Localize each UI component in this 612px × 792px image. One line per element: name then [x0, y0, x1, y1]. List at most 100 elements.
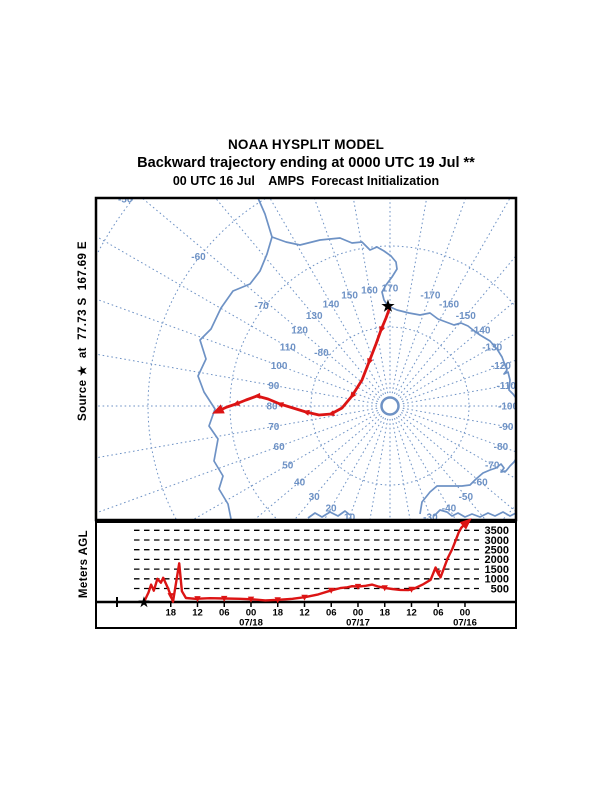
- longitude-label: -80: [494, 442, 509, 453]
- title-block: NOAA HYSPLIT MODEL Backward trajectory e…: [0, 137, 612, 188]
- map-time-marker: [302, 409, 310, 416]
- height-profile-grid: [134, 529, 479, 590]
- longitude-label: 160: [361, 285, 378, 296]
- hour-tick-label: 06: [433, 608, 444, 619]
- longitude-label: -30: [423, 512, 438, 523]
- init-subtitle: 00 UTC 16 Jul AMPS Forecast Initializati…: [172, 174, 440, 188]
- model-title: NOAA HYSPLIT MODEL: [227, 137, 385, 152]
- coastline-segment: [307, 510, 351, 519]
- longitude-label: -60: [473, 477, 488, 488]
- map-time-marker: [349, 391, 357, 400]
- height-axis-label: 1000: [485, 574, 509, 586]
- pole-circle: [380, 396, 400, 416]
- profile-frame: [95, 521, 517, 629]
- coastline-segment: [197, 198, 273, 520]
- longitude-label: 70: [268, 422, 280, 433]
- longitude-label: -110: [496, 381, 516, 392]
- hour-tick-label: 18: [165, 608, 176, 619]
- latitude-label: -60: [191, 252, 206, 263]
- latitude-label: -70: [254, 301, 269, 312]
- hour-tick-label: 18: [272, 608, 283, 619]
- height-axis-label: 2500: [485, 545, 509, 557]
- longitude-label: 10: [344, 512, 356, 523]
- longitude-label: -100: [498, 402, 518, 413]
- profile-time-marker: [274, 597, 281, 604]
- longitude-label: -130: [482, 343, 502, 354]
- hour-tick-label: 12: [299, 608, 310, 619]
- map-trajectory-path: [217, 306, 392, 417]
- profile-time-marker: [381, 585, 388, 592]
- profile-end-arrow: [459, 518, 472, 530]
- map-time-marker: [253, 392, 261, 399]
- height-profile-curve: [142, 521, 468, 603]
- longitude-label: -90: [499, 422, 514, 433]
- latitude-circle: [310, 326, 470, 486]
- profile-time-marker: [167, 593, 174, 600]
- height-axis-label: 3000: [485, 535, 509, 547]
- hour-tick-label: 06: [326, 608, 337, 619]
- profile-time-marker: [194, 596, 201, 603]
- profile-time-marker: [301, 594, 308, 601]
- map-time-marker: [276, 402, 285, 408]
- longitude-label: 150: [341, 291, 358, 302]
- map-time-marker: [232, 400, 241, 406]
- hour-tick-label: 00: [460, 608, 471, 619]
- longitude-label: 110: [280, 343, 297, 354]
- longitude-label: -160: [439, 299, 459, 310]
- latitude-label: -50: [118, 195, 133, 206]
- longitude-label: 100: [271, 361, 288, 372]
- longitude-label: -50: [459, 492, 474, 503]
- profile-time-marker: [221, 595, 228, 602]
- source-star: ★: [381, 298, 395, 315]
- profile-time-marker: [435, 570, 442, 577]
- profile-plus-marker: [112, 597, 122, 607]
- map-time-marker: [367, 357, 373, 366]
- height-axis-label: 3500: [485, 525, 509, 537]
- height-axis-label: 500: [491, 583, 509, 595]
- profile-time-marker: [247, 596, 255, 603]
- latitude-label: -80: [314, 348, 329, 359]
- longitude-label: 50: [282, 461, 294, 472]
- longitude-label: 90: [268, 381, 280, 392]
- height-axis-label: 1500: [485, 564, 509, 576]
- profile-source-star: ★: [138, 595, 150, 610]
- hour-tick-label: 06: [219, 608, 230, 619]
- trajectory-title: Backward trajectory ending at 0000 UTC 1…: [137, 155, 475, 171]
- hour-tick-label: 18: [379, 608, 390, 619]
- longitude-label: 130: [306, 311, 323, 322]
- profile-time-marker: [408, 586, 415, 593]
- hour-tick-label: 12: [192, 608, 203, 619]
- profile-time-marker: [354, 583, 362, 590]
- longitude-label: -70: [485, 461, 500, 472]
- coastline: [197, 198, 516, 520]
- map-time-marker: [379, 325, 385, 334]
- longitude-label: 170: [382, 284, 399, 295]
- longitude-label: -170: [420, 291, 440, 302]
- date-label: 07/17: [346, 618, 370, 629]
- height-axis-label: 2000: [485, 554, 509, 566]
- profile-time-marker: [328, 587, 335, 594]
- hour-tick-label: 00: [246, 608, 257, 619]
- longitude-label: 60: [274, 442, 286, 453]
- longitude-label: 40: [294, 477, 306, 488]
- longitude-label: -140: [470, 326, 490, 337]
- hour-tick-label: 12: [406, 608, 417, 619]
- coastline-segment: [419, 458, 516, 515]
- latitude-labels: -50 -60 -70 -80: [118, 195, 329, 359]
- coastline-segment: [271, 236, 516, 399]
- longitude-label: -120: [491, 361, 511, 372]
- coastline-segment: [433, 509, 516, 518]
- date-label: 07/16: [453, 618, 477, 629]
- longitude-label: 80: [266, 402, 278, 413]
- longitude-label: 140: [323, 299, 340, 310]
- map-trajectory: [212, 306, 392, 417]
- map-end-arrow: [212, 404, 225, 414]
- longitude-label: 20: [325, 504, 337, 515]
